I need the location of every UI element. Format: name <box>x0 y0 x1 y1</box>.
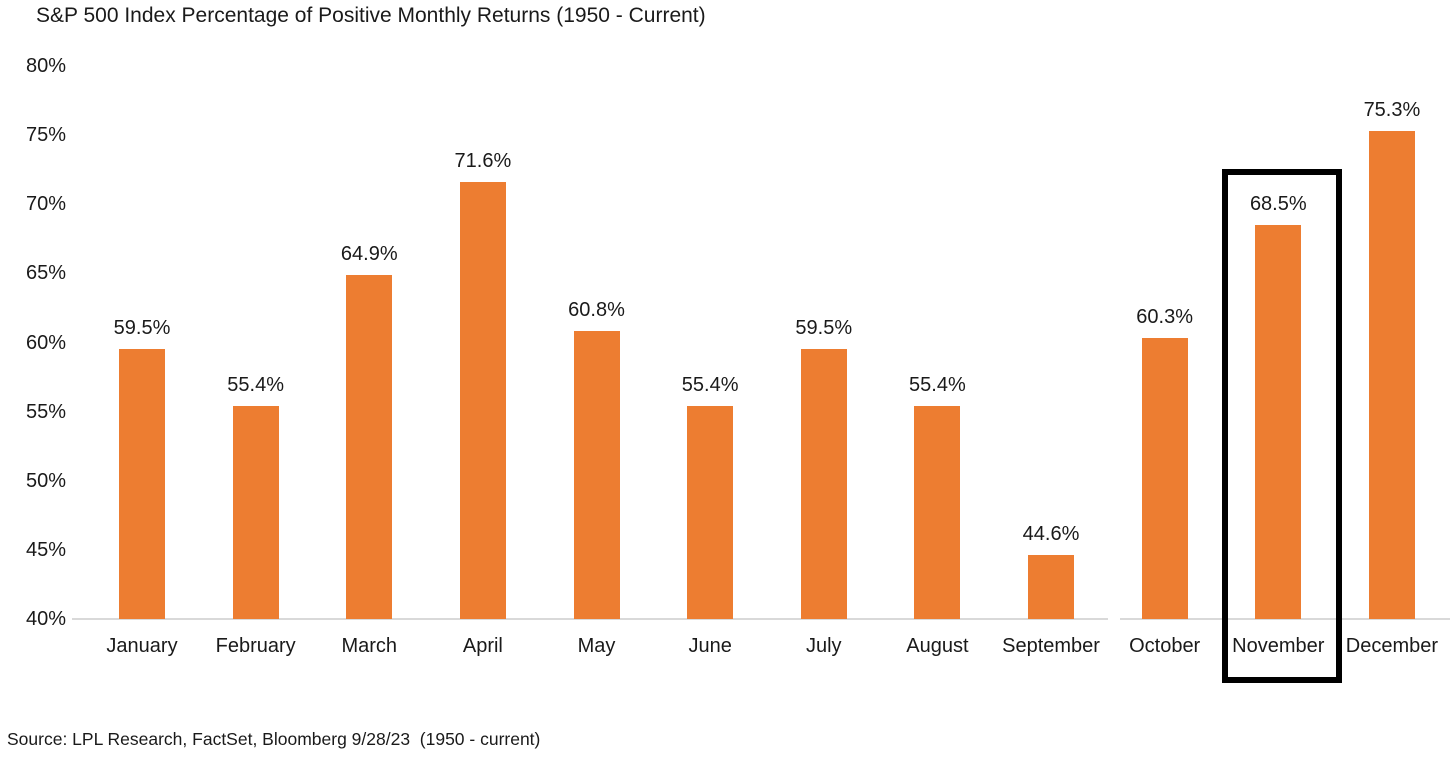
bar-february <box>232 406 279 619</box>
x-axis-label-may: May <box>577 635 616 657</box>
bar-march <box>346 274 393 619</box>
november-highlight-box <box>1222 169 1342 683</box>
bar-value-label-march: 64.9% <box>340 242 398 265</box>
x-axis-label-november: November <box>1232 635 1325 657</box>
y-axis-tick-label: 45% <box>25 538 66 561</box>
source-note: Source: LPL Research, FactSet, Bloomberg… <box>7 678 1264 764</box>
bar-value-label-september: 44.6% <box>1022 523 1080 546</box>
bar-value-label-january: 59.5% <box>113 317 171 340</box>
bar-december <box>1368 130 1415 619</box>
x-axis-label-march: March <box>341 635 398 657</box>
x-axis-label-october: October <box>1129 635 1201 657</box>
bar-november <box>1255 224 1302 619</box>
x-axis-label-february: February <box>215 635 296 657</box>
chart-title: S&P 500 Index Percentage of Positive Mon… <box>36 4 706 27</box>
bar-september <box>1028 555 1075 619</box>
x-axis-label-august: August <box>906 635 969 657</box>
x-axis-line-right-segment <box>1120 618 1450 620</box>
x-axis-label-december: December <box>1345 635 1439 657</box>
bar-value-label-july: 59.5% <box>795 317 853 340</box>
x-axis-label-january: January <box>106 635 178 657</box>
bar-value-label-november: 68.5% <box>1249 192 1307 215</box>
bar-value-label-october: 60.3% <box>1136 306 1194 329</box>
source-line: Source: LPL Research, FactSet, Bloomberg… <box>7 729 541 749</box>
bar-value-label-december: 75.3% <box>1363 98 1421 121</box>
x-axis-label-june: June <box>688 635 732 657</box>
bar-april <box>459 182 506 619</box>
bar-january <box>119 349 165 619</box>
y-axis-tick-label: 40% <box>25 608 66 630</box>
x-axis-line-left-segment <box>72 618 1108 620</box>
bar-value-label-june: 55.4% <box>681 374 739 397</box>
y-axis-tick-label: 75% <box>25 124 66 147</box>
y-axis-tick-label: 70% <box>25 193 66 216</box>
y-axis-tick-label: 80% <box>25 55 66 77</box>
bar-october <box>1141 338 1188 619</box>
bar-august <box>914 406 961 619</box>
x-axis-label-april: April <box>462 635 503 657</box>
y-axis-tick-label: 50% <box>25 469 66 492</box>
bar-june <box>687 406 734 619</box>
bar-value-label-february: 55.4% <box>227 374 284 397</box>
bar-may <box>573 331 620 619</box>
x-axis-label-september: September <box>1002 635 1100 657</box>
bar-value-label-april: 71.6% <box>454 150 512 173</box>
bar-july <box>800 349 847 619</box>
bar-value-label-august: 55.4% <box>909 374 966 397</box>
y-axis-tick-label: 60% <box>25 331 66 354</box>
bar-value-label-may: 60.8% <box>568 299 625 322</box>
x-axis-label-july: July <box>805 635 842 657</box>
y-axis-tick-label: 65% <box>25 262 66 285</box>
y-axis-tick-label: 55% <box>25 400 66 423</box>
